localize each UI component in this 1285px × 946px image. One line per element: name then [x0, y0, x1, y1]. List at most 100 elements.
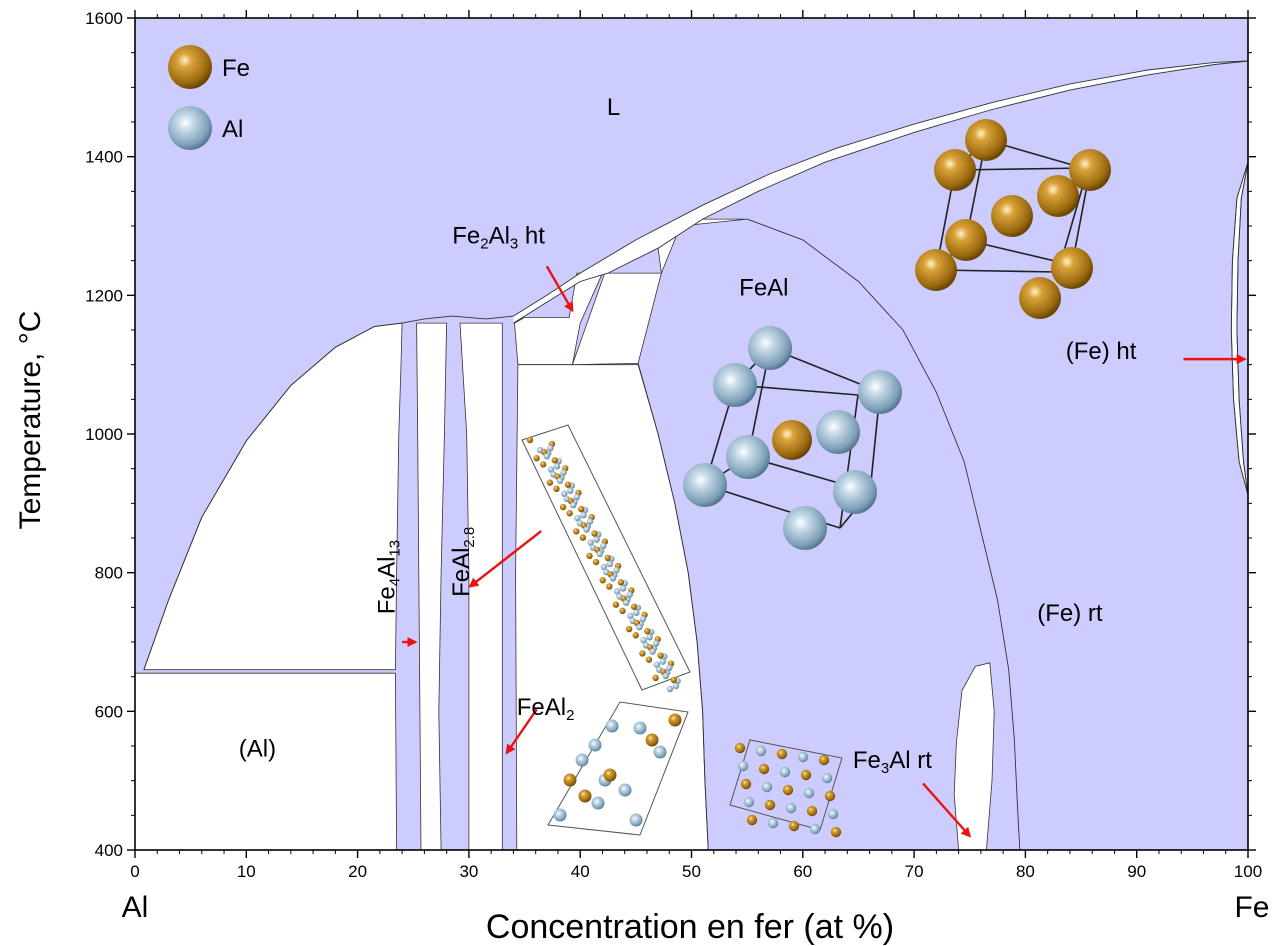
al-atom-icon [639, 615, 647, 623]
fe-atom-icon [915, 249, 957, 291]
bcc-cell-edge [954, 167, 1089, 171]
fe-atom-icon [1051, 247, 1093, 289]
fe-atom-icon [578, 789, 592, 803]
label-subscript: 4 [386, 578, 403, 586]
al-atom-icon [573, 493, 581, 501]
al-atom-icon [570, 501, 577, 509]
label-text: FeAl [448, 548, 475, 597]
two-phase-regions [134, 61, 1249, 851]
fe-atom-icon [632, 632, 639, 639]
label-subscript: 2.8 [461, 527, 478, 548]
al-atom-icon [743, 796, 755, 808]
x-tick-label: 90 [1127, 862, 1146, 881]
x-tick-label: 80 [1016, 862, 1035, 881]
al-atom-icon [649, 648, 656, 655]
al-atom-icon [827, 808, 839, 820]
label-text: Fe [373, 586, 400, 614]
x-tick-label: 0 [130, 862, 139, 881]
x-axis-title: Concentration en fer (at %) [486, 908, 894, 946]
al-atom-icon [816, 410, 860, 454]
fe-atom-icon [563, 773, 577, 787]
al-atom-icon [596, 550, 603, 558]
solidus-line [513, 60, 1249, 324]
al-atom-icon [553, 463, 561, 470]
fe-atom-icon [645, 656, 653, 663]
label-subscript: 3 [881, 760, 889, 777]
fe-atom-icon [758, 763, 770, 775]
fe-atom-icon [991, 195, 1033, 237]
compound-label: Fe2​Al3​ ht [452, 222, 545, 252]
al-atom-icon [785, 802, 797, 814]
x-tick-label: 70 [905, 862, 924, 881]
fe-atom-icon [553, 485, 560, 493]
label-text: Al [489, 222, 510, 249]
fe-ht-loop-left-line [1230, 162, 1249, 496]
fe-atom-icon [617, 579, 625, 586]
compound-label: Fe3​Al rt [853, 747, 932, 777]
al-atom-icon [821, 772, 833, 784]
fe-atom-icon [604, 554, 611, 562]
al-atom-icon [858, 370, 902, 414]
fe-atom-icon [603, 768, 617, 782]
fe-atom-icon [540, 461, 547, 468]
al-atom-icon [803, 787, 815, 799]
x-tick-label: 30 [459, 862, 478, 881]
al-atom-icon [591, 796, 605, 810]
fe-atom-icon [740, 778, 752, 790]
legend: Fe Al [168, 45, 250, 150]
label-text: Al [889, 747, 910, 774]
fe-atom-icon [592, 558, 600, 566]
al-atom-icon [560, 469, 567, 476]
al-atom-icon [672, 682, 680, 690]
al-atom-icon [626, 591, 633, 598]
fe-atom-icon [800, 769, 812, 781]
al-atom-icon [629, 813, 643, 827]
fe-atom-icon [806, 805, 818, 817]
al-atom-icon [767, 817, 779, 829]
compound-label: FeAl2​ [517, 694, 575, 724]
fe-atom-icon [591, 530, 598, 537]
y-tick-label: 800 [95, 564, 123, 583]
fe-atom-icon [668, 713, 682, 727]
label-text: rt [911, 747, 933, 774]
red-arrow [922, 782, 972, 838]
al-atom-icon [553, 808, 567, 822]
al-atom-icon [726, 435, 770, 479]
phase-label: FeAl [739, 274, 788, 301]
al-atom-icon [588, 738, 602, 752]
al-atom-icon [666, 664, 673, 671]
fe-atom-icon [934, 149, 976, 191]
al-atom-icon [593, 536, 600, 543]
fe-atom-icon [599, 577, 606, 584]
phase-label: L [607, 94, 620, 121]
al-atom-icon [761, 781, 773, 793]
phase-boundaries [143, 60, 1249, 851]
crystal-structures [521, 119, 1111, 838]
pointer-arrows [402, 265, 1247, 838]
fe-atom-icon [1019, 277, 1061, 319]
al-atom-icon [609, 575, 617, 582]
fe-atom-icon [776, 748, 788, 760]
al-atom-icon [606, 560, 614, 568]
al-atom-icon [659, 658, 666, 665]
y-tick-label: 600 [95, 702, 123, 721]
legend-label: Al [222, 116, 243, 143]
order-disorder-line [747, 218, 1021, 851]
y-tick-label: 400 [95, 841, 123, 860]
al-atom-icon [613, 566, 620, 574]
fe-ht-loop-right-line [1236, 162, 1249, 496]
al-atom-icon [574, 514, 581, 522]
red-arrow [505, 708, 538, 755]
al-atom-icon [666, 685, 674, 693]
al-atom-icon [600, 542, 607, 549]
al-atom-icon [683, 463, 727, 507]
al-atom-icon [600, 563, 608, 571]
fe-atom-icon [644, 627, 651, 635]
feal-boundary-line [637, 363, 709, 851]
fe-atom-icon [546, 479, 554, 486]
al-atom-icon [567, 487, 574, 494]
al-atom-icon [613, 588, 621, 595]
label-text: Fe [452, 222, 480, 249]
al-atom-icon [543, 453, 551, 460]
